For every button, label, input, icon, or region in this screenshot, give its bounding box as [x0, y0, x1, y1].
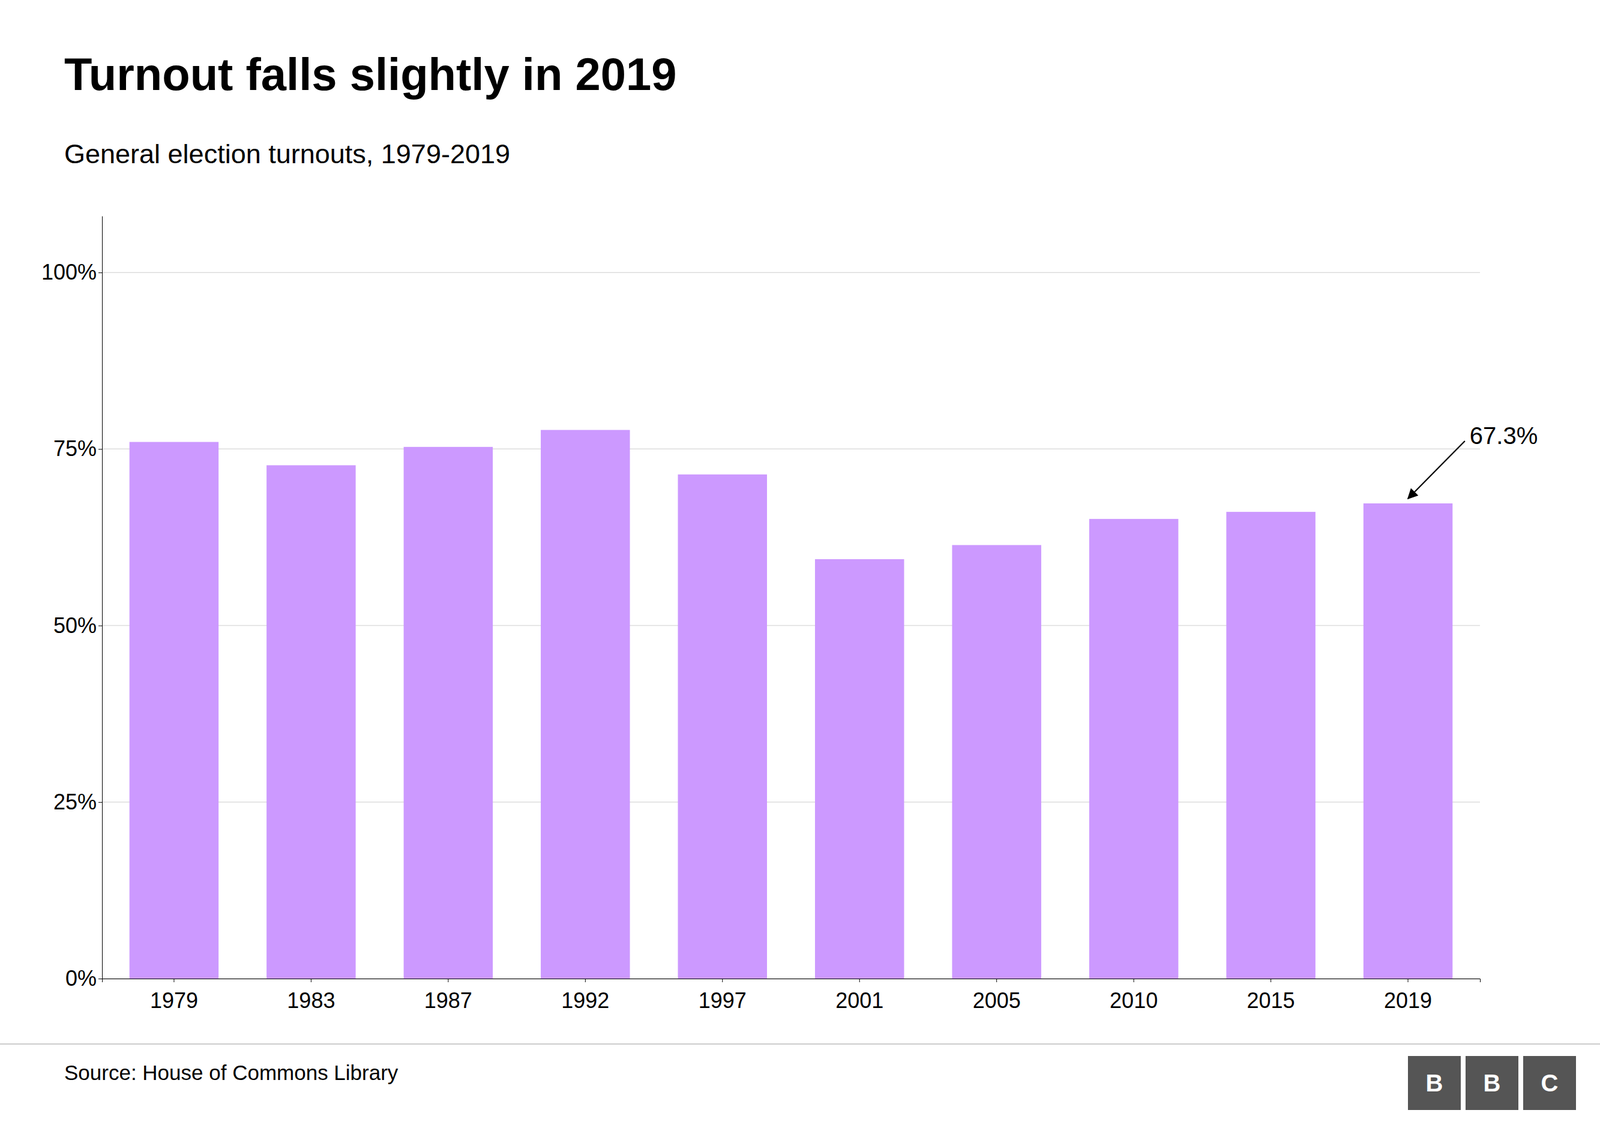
grid-line [102, 448, 1480, 451]
y-tick: 75% [53, 436, 103, 461]
x-axis: 1979 1983 1987 1992 1997 2001 2005 2010 2015 2019 [102, 978, 1481, 1014]
x-tick-mark [173, 978, 175, 983]
x-tick-mark [721, 978, 723, 983]
logo-letter: B [1483, 1070, 1501, 1097]
bar [1363, 503, 1453, 979]
annotation-arrow [1407, 441, 1465, 499]
bar [678, 474, 767, 979]
x-tick: 1992 [561, 978, 610, 1014]
y-tick: 25% [53, 789, 103, 815]
x-tick-label: 1983 [286, 988, 335, 1014]
x-tick: 1987 [424, 978, 473, 1014]
y-tick-mark [98, 272, 103, 274]
bar [540, 430, 630, 979]
y-tick-mark [98, 625, 103, 627]
plot-area: 0% 25% 50% 75% 100% 1979 1983 1987 1992 1997 2001 2… [41, 216, 1538, 1014]
x-tick-label: 1979 [150, 988, 199, 1014]
logo-box [1407, 1056, 1461, 1111]
x-tick: 2015 [1247, 978, 1296, 1014]
subtitle: General election turnouts, 1979-2019 [64, 138, 511, 170]
y-tick: 0% [65, 966, 103, 991]
logo: BBC [1407, 1056, 1576, 1111]
x-tick-mark [310, 978, 312, 983]
y-tick-label: 75% [53, 436, 97, 461]
bar [951, 544, 1041, 979]
bar [403, 447, 493, 979]
bar [1226, 511, 1315, 979]
x-tick: 2001 [835, 978, 884, 1014]
title: Turnout falls slightly in 2019 [64, 48, 677, 100]
x-tick-label: 2010 [1109, 988, 1158, 1014]
x-tick: 2010 [1109, 978, 1158, 1014]
x-tick: 2019 [1383, 978, 1432, 1014]
annotation-text: 67.3% [1469, 422, 1538, 449]
y-tick-label: 0% [65, 966, 97, 991]
x-tick-label: 2001 [835, 988, 884, 1014]
x-tick-label: 1992 [561, 988, 610, 1014]
x-tick: 2005 [972, 978, 1021, 1014]
grid [102, 272, 1480, 979]
bar [129, 442, 219, 979]
x-tick-mark [447, 978, 449, 983]
y-axis-line [102, 216, 103, 980]
y-tick-mark [98, 978, 103, 980]
x-tick-label: 2015 [1247, 988, 1296, 1014]
logo-letter: B [1425, 1070, 1444, 1097]
bar [815, 559, 904, 979]
y-axis: 0% 25% 50% 75% 100% [41, 216, 103, 992]
bar [266, 465, 356, 979]
x-tick-mark [996, 978, 997, 983]
chart-root: Turnout falls slightly in 2019 General el… [0, 0, 1600, 1125]
x-tick-mark [1270, 978, 1272, 983]
logo-box [1523, 1056, 1576, 1111]
bar [1089, 519, 1179, 979]
y-tick: 50% [53, 613, 103, 638]
x-tick-mark [585, 978, 586, 983]
y-tick-mark [98, 802, 103, 804]
x-tick: 1997 [698, 978, 747, 1014]
x-tick-mark [859, 978, 861, 983]
grid-line [102, 271, 1480, 274]
separator [0, 1043, 1600, 1045]
x-tick: 1979 [150, 978, 199, 1014]
source: Source: House of Commons Library [64, 1061, 399, 1085]
annotation: 67.3% [1407, 422, 1538, 499]
x-tick-label: 2005 [972, 988, 1021, 1014]
x-tick-mark [1407, 978, 1409, 983]
y-tick-label: 50% [53, 613, 97, 638]
y-tick-label: 100% [41, 259, 97, 285]
y-tick-mark [98, 448, 103, 450]
y-tick-label: 25% [53, 789, 97, 815]
x-tick-label: 1987 [424, 988, 473, 1014]
x-tick-mark [1133, 978, 1135, 983]
x-tick-label: 1997 [698, 988, 747, 1014]
logo-box [1465, 1056, 1519, 1111]
y-tick: 100% [41, 259, 103, 285]
bars [129, 430, 1453, 979]
x-tick-label: 2019 [1383, 988, 1432, 1014]
x-tick: 1983 [286, 978, 335, 1014]
x-axis-line [102, 979, 1481, 984]
logo-letter: C [1541, 1070, 1559, 1097]
